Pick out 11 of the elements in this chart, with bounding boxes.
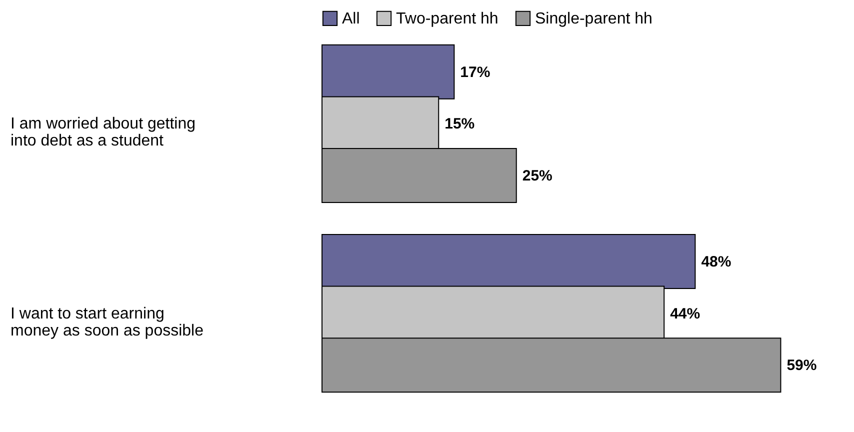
legend-label: Two-parent hh	[396, 10, 498, 28]
data-label: 59%	[786, 357, 817, 374]
data-label: 25%	[522, 168, 552, 185]
data-label: 48%	[701, 253, 732, 270]
data-label: 44%	[670, 305, 700, 322]
data-label: 17%	[460, 64, 490, 81]
legend-label: All	[342, 10, 360, 28]
data-label: 15%	[444, 116, 475, 133]
legend-label: Single-parent hh	[535, 10, 652, 28]
y-tick-label: I am worried about getting into debt as a student	[10, 116, 196, 150]
y-tick-label: I want to start earning money as soon as possible	[10, 305, 204, 340]
